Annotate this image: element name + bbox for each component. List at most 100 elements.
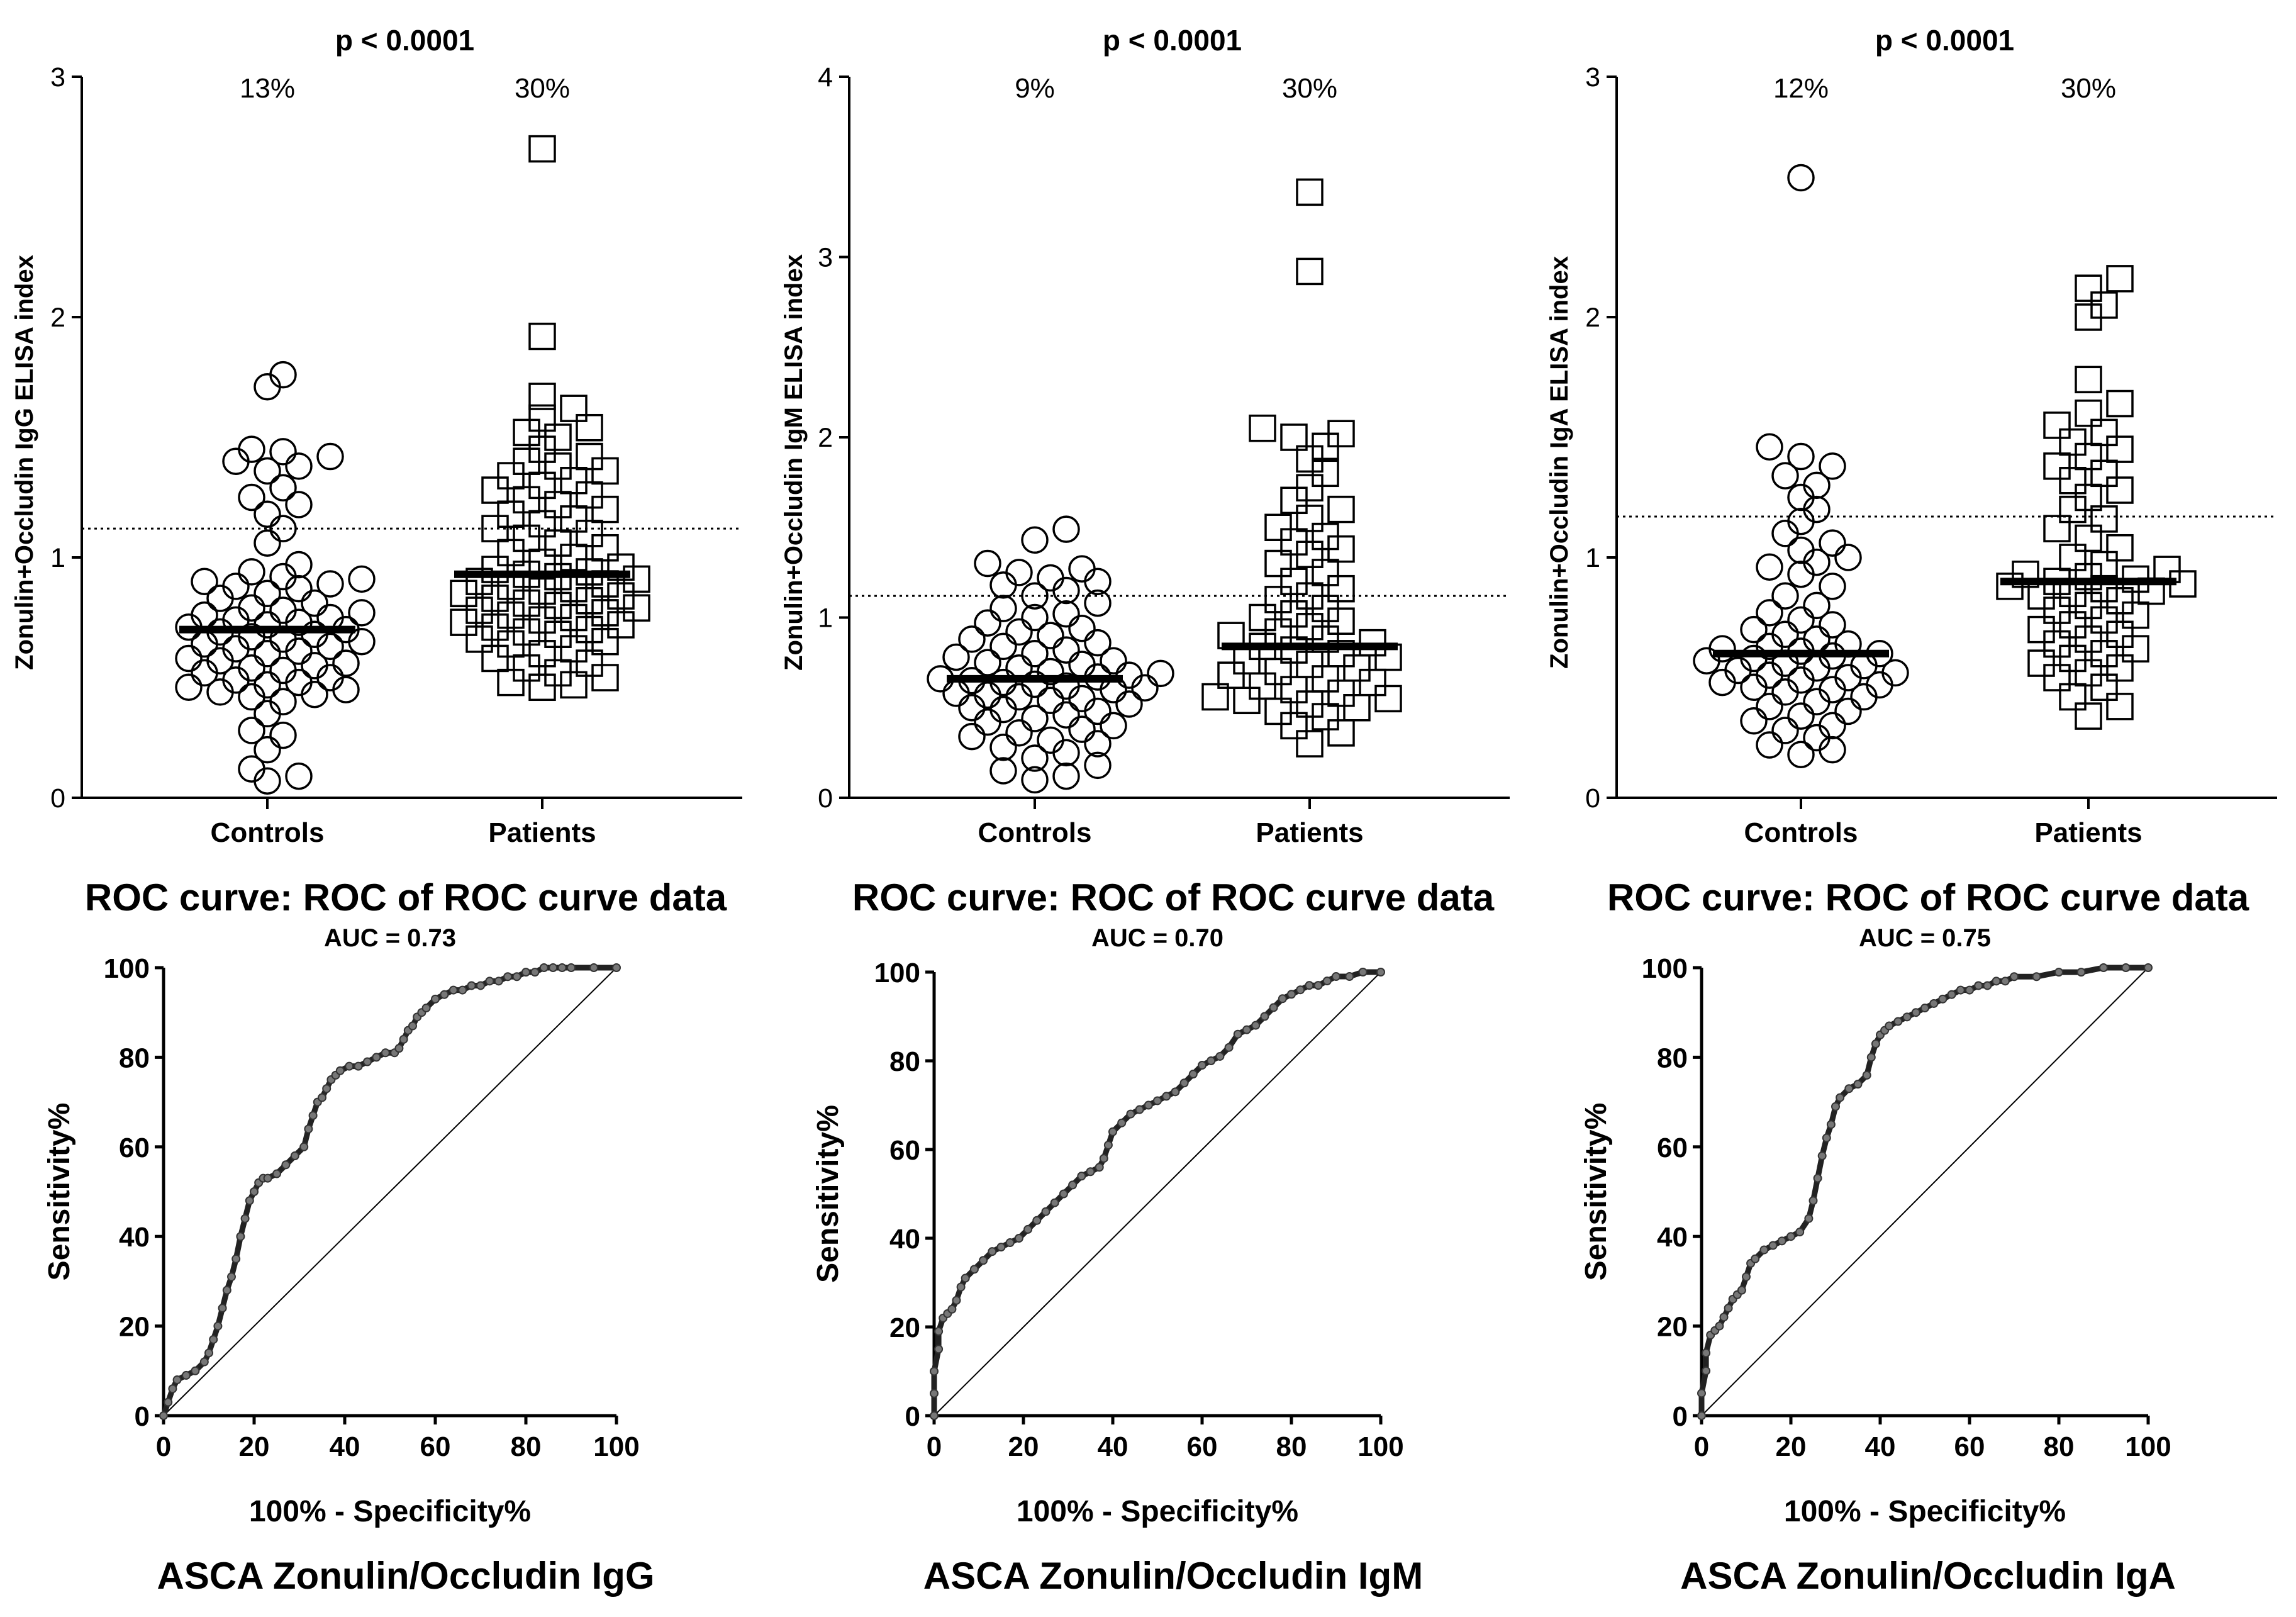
y-tick-label: 20 — [1657, 1312, 1688, 1343]
y-tick-label: 2 — [818, 423, 833, 453]
roc-point — [399, 1034, 408, 1044]
patient-point — [2027, 615, 2055, 644]
roc-point — [589, 963, 598, 972]
patient-point — [560, 544, 588, 571]
x-tick-label: 80 — [2044, 1431, 2075, 1462]
roc-point — [1305, 981, 1314, 990]
control-point — [1005, 559, 1033, 586]
control-point — [1819, 712, 1846, 740]
control-point — [285, 668, 313, 697]
control-point — [989, 595, 1017, 622]
roc-point — [1929, 999, 1939, 1008]
roc-point — [1251, 1021, 1261, 1030]
y-tick-label: 80 — [1657, 1043, 1688, 1073]
patient-point — [2106, 693, 2134, 720]
patient-point — [481, 644, 509, 673]
reference-diagonal — [163, 967, 617, 1416]
control-point — [285, 551, 313, 579]
roc-point — [530, 968, 540, 977]
patient-point — [1233, 647, 1261, 675]
roc-point — [1853, 1080, 1863, 1089]
roc-point — [969, 1265, 979, 1274]
patient-point — [2106, 534, 2134, 562]
patient-point — [544, 659, 572, 687]
control-point — [958, 694, 986, 722]
roc-point — [947, 1304, 957, 1314]
roc-point — [2054, 968, 2063, 977]
roc-point — [1050, 1198, 1059, 1207]
control-point — [1052, 762, 1080, 790]
roc-point — [521, 968, 530, 977]
control-point — [269, 515, 297, 542]
patient-point — [1280, 528, 1308, 556]
roc-point — [1224, 1043, 1234, 1052]
control-point — [1100, 647, 1127, 675]
control-point — [1756, 433, 1783, 461]
patient-point — [2106, 476, 2134, 504]
control-point — [269, 656, 297, 685]
control-point — [222, 447, 250, 475]
patient-point — [544, 591, 572, 620]
control-point — [1803, 724, 1831, 752]
patient-point — [497, 500, 525, 528]
percent-label: 30% — [1282, 73, 1337, 104]
y-axis-title: Zonulin+Occludin IgA ELISA index — [1546, 256, 1573, 669]
roc-point — [961, 1273, 970, 1283]
control-point — [254, 736, 281, 764]
roc-plot-2: ROC curve: ROC of ROC curve data AUC = 0.… — [811, 876, 1495, 1597]
control-point — [238, 594, 265, 622]
control-point — [958, 625, 986, 653]
roc-point — [1826, 1120, 1836, 1129]
patient-point — [2090, 673, 2118, 702]
roc-point — [335, 1066, 345, 1075]
patient-point — [1201, 683, 1229, 711]
category-label-patients: Patients — [1256, 817, 1363, 848]
patient-point — [1249, 414, 1276, 442]
roc-point — [1702, 1366, 1711, 1375]
percent-label: 30% — [515, 73, 570, 104]
patient-point — [1264, 657, 1292, 686]
x-tick-label: 100 — [593, 1431, 639, 1462]
roc-point — [1808, 1196, 1818, 1206]
roc-point — [1938, 994, 1948, 1004]
roc-point — [1014, 1234, 1023, 1243]
dot-plot-2: 0 1 2 3 4 Controls 9% Patients 30% p < 0.0001 Zonu… — [780, 24, 1510, 848]
patient-point — [481, 556, 509, 583]
patient-point — [497, 539, 525, 567]
control-point — [1084, 730, 1112, 758]
x-tick-label: 60 — [420, 1431, 451, 1462]
control-point — [1021, 526, 1049, 554]
roc-point — [1171, 1087, 1180, 1097]
control-point — [1100, 712, 1127, 740]
roc-point — [182, 1370, 191, 1380]
y-tick-label: 0 — [135, 1401, 150, 1432]
roc-point — [308, 1111, 318, 1120]
roc-point — [1068, 1180, 1078, 1190]
roc-point — [1032, 1216, 1042, 1225]
patient-point — [1296, 730, 1324, 758]
patient-point — [576, 649, 603, 677]
roc-point — [930, 1389, 939, 1398]
roc-point — [431, 994, 440, 1004]
roc-point — [512, 972, 521, 982]
control-point — [1771, 717, 1799, 744]
patient-point — [528, 606, 556, 634]
x-tick-label: 100 — [2125, 1431, 2171, 1462]
auc-label: AUC = 0.70 — [1091, 924, 1223, 952]
patient-point — [528, 404, 556, 432]
control-point — [1037, 686, 1064, 715]
roc-point — [1947, 990, 1956, 999]
control-point — [1771, 520, 1799, 547]
roc-point — [231, 1254, 241, 1263]
control-point — [254, 611, 281, 639]
roc-point — [1956, 985, 1965, 995]
roc-point — [345, 1061, 354, 1071]
roc-point — [934, 1327, 944, 1336]
roc-point — [191, 1366, 200, 1375]
x-tick-label: 60 — [1187, 1431, 1218, 1462]
x-tick-label: 40 — [1098, 1431, 1128, 1462]
control-point — [269, 688, 297, 715]
control-point — [1803, 591, 1831, 620]
patient-point — [1296, 474, 1324, 501]
